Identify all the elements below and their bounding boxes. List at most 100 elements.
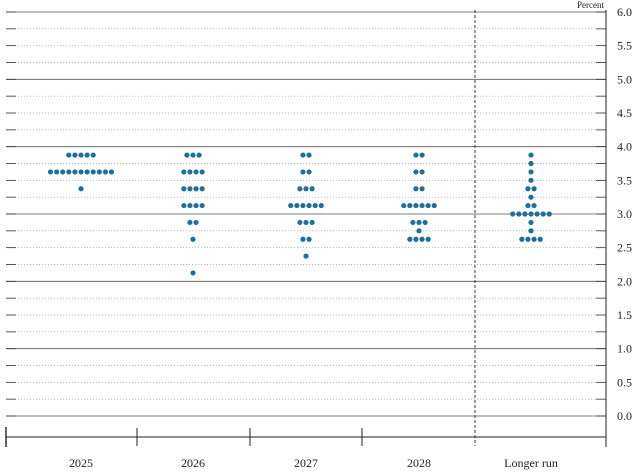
projection-dot bbox=[72, 169, 78, 175]
y-tick-label: 6.0 bbox=[617, 5, 632, 19]
projection-dot bbox=[519, 236, 525, 242]
x-tick-label: 2025 bbox=[69, 456, 93, 470]
projection-dot bbox=[193, 202, 199, 209]
projection-dot bbox=[96, 169, 102, 175]
projection-dot bbox=[66, 152, 72, 158]
projection-dot bbox=[84, 169, 90, 175]
projection-dot bbox=[528, 219, 534, 226]
projection-dot bbox=[187, 186, 193, 192]
y-tick-label: 2.0 bbox=[617, 274, 632, 288]
projection-dot bbox=[190, 152, 196, 158]
projection-dot bbox=[413, 186, 419, 192]
projection-dot bbox=[78, 169, 84, 175]
y-tick-label: 3.0 bbox=[617, 207, 632, 221]
projection-dot bbox=[419, 202, 425, 209]
y-tick-label: 0.5 bbox=[617, 375, 632, 389]
projection-dot bbox=[187, 219, 193, 226]
projection-dot bbox=[416, 219, 422, 226]
projection-dot bbox=[510, 211, 516, 217]
projection-dot bbox=[318, 202, 324, 209]
projection-dot bbox=[187, 202, 193, 209]
projection-dot bbox=[309, 186, 315, 192]
projection-dot bbox=[422, 219, 428, 226]
projection-dot bbox=[528, 152, 534, 158]
projection-dot bbox=[190, 270, 196, 276]
projection-dot bbox=[525, 186, 531, 192]
y-axis-unit-label: Percent bbox=[577, 0, 604, 10]
projection-dot bbox=[193, 219, 199, 226]
projection-dot bbox=[537, 236, 543, 242]
projection-dot bbox=[196, 152, 202, 158]
projection-dot bbox=[288, 202, 294, 209]
y-tick-label: 5.0 bbox=[617, 72, 632, 86]
projection-dot bbox=[525, 202, 531, 209]
projection-dot bbox=[303, 253, 309, 259]
x-tick-label: Longer run bbox=[504, 456, 558, 470]
projection-dot bbox=[47, 169, 54, 175]
y-tick-label: 0.0 bbox=[617, 409, 632, 423]
projection-dot bbox=[528, 177, 534, 183]
projection-dot bbox=[528, 228, 534, 234]
projection-dot bbox=[78, 186, 84, 192]
projection-dot bbox=[531, 236, 537, 242]
grid-lines bbox=[6, 11, 606, 417]
projection-dot bbox=[413, 169, 419, 175]
x-tick-label: 2026 bbox=[181, 456, 205, 470]
projection-dot bbox=[525, 236, 531, 242]
projection-dot bbox=[306, 202, 312, 209]
projection-dot bbox=[312, 202, 318, 209]
projection-dot bbox=[300, 236, 306, 242]
y-tick-labels: 0.0 0.5 1.0 1.5 2.0 2.5 3.0 3.5 4.0 4.5 5.0 5.5 6.0 bbox=[617, 5, 632, 423]
projection-dot bbox=[540, 211, 546, 217]
projection-dot bbox=[300, 202, 306, 209]
projection-dot bbox=[190, 236, 196, 242]
projection-dot bbox=[531, 186, 537, 192]
projection-dot bbox=[410, 219, 416, 226]
projection-dot bbox=[425, 202, 431, 209]
projection-dot bbox=[303, 219, 309, 226]
projection-dot bbox=[66, 169, 72, 175]
projection-dot bbox=[528, 160, 534, 167]
projection-dot bbox=[72, 152, 78, 158]
projection-dot bbox=[419, 169, 425, 175]
projection-dot bbox=[306, 169, 312, 175]
projection-dot bbox=[306, 236, 312, 242]
axes bbox=[5, 10, 607, 447]
projection-dot bbox=[401, 202, 407, 209]
y-tick-label: 5.5 bbox=[617, 39, 632, 53]
projection-dot bbox=[297, 219, 303, 226]
projection-dot bbox=[199, 202, 205, 209]
x-tick-labels: 2025 2026 2027 2028 Longer run bbox=[69, 456, 558, 470]
projection-dot bbox=[419, 186, 425, 192]
projection-dot bbox=[108, 169, 115, 175]
projection-dot bbox=[181, 169, 187, 175]
projection-dot bbox=[528, 194, 534, 200]
projection-dot bbox=[407, 236, 413, 242]
projection-dot bbox=[193, 169, 199, 175]
x-tick-label: 2027 bbox=[294, 456, 318, 470]
projection-dot bbox=[90, 169, 96, 175]
projection-dot bbox=[425, 236, 431, 242]
projection-dot bbox=[413, 152, 419, 158]
projection-dot bbox=[528, 211, 534, 217]
y-tick-label: 1.0 bbox=[617, 342, 632, 356]
x-tick-label: 2028 bbox=[407, 456, 431, 470]
projection-dot bbox=[60, 169, 66, 175]
projection-dot bbox=[300, 169, 306, 175]
projection-dot bbox=[413, 236, 419, 242]
projection-dot bbox=[199, 169, 205, 175]
projection-dot bbox=[413, 202, 419, 209]
projection-dot bbox=[181, 186, 187, 192]
projection-dot bbox=[294, 202, 300, 209]
projection-dot bbox=[419, 152, 425, 158]
projection-dot bbox=[431, 202, 437, 209]
projection-dot bbox=[300, 152, 306, 158]
dots bbox=[47, 152, 552, 276]
projection-dot bbox=[528, 169, 534, 175]
projection-dot bbox=[184, 152, 190, 158]
projection-dot bbox=[416, 228, 422, 234]
projection-dot bbox=[297, 186, 303, 192]
projection-dot bbox=[193, 186, 199, 192]
projection-dot bbox=[306, 152, 312, 158]
projection-dot bbox=[181, 202, 187, 209]
